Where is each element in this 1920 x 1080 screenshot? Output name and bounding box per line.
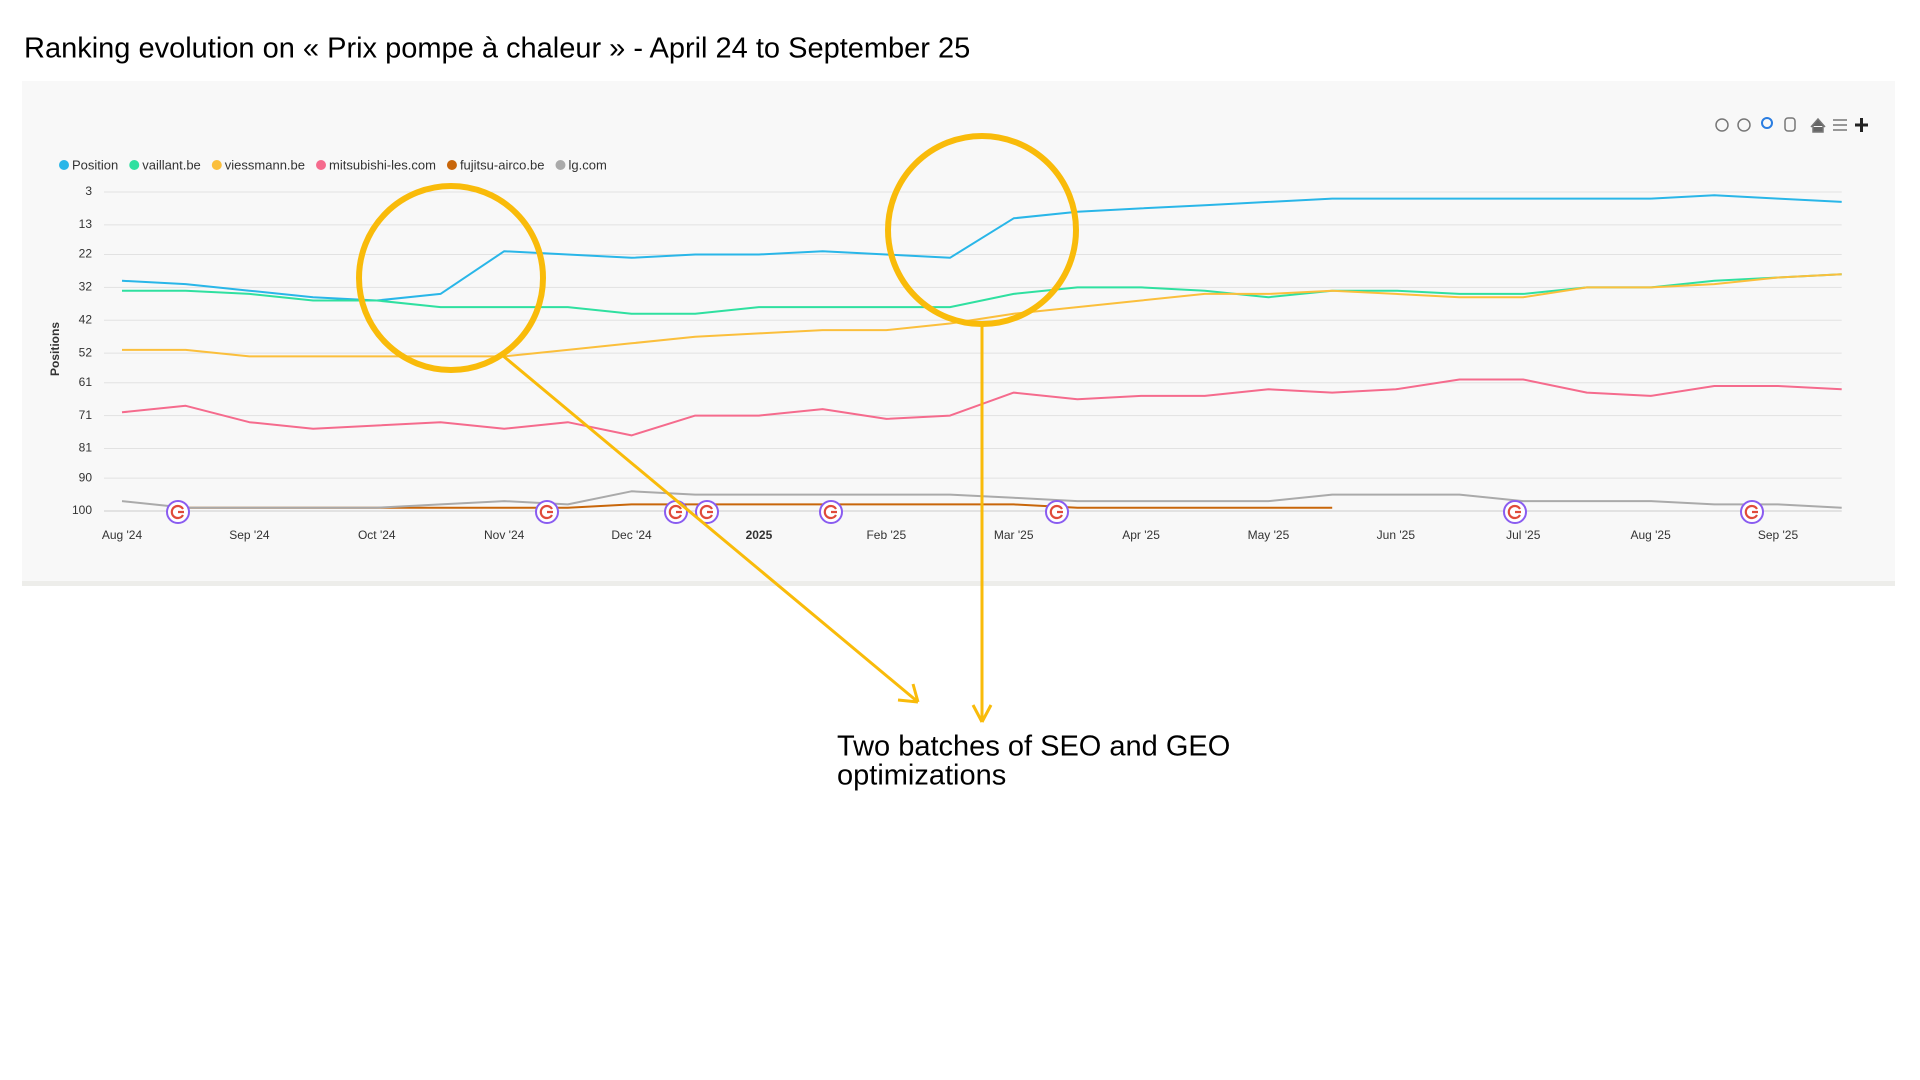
x-tick-label: Sep '24	[229, 528, 270, 542]
y-tick-label: 100	[72, 503, 92, 517]
y-tick-label: 32	[79, 280, 93, 294]
arrow	[501, 353, 920, 704]
legend-item[interactable]: Position	[59, 157, 118, 172]
x-tick-label: 2025	[746, 528, 773, 542]
legend-label: fujitsu-airco.be	[460, 157, 545, 172]
legend-label: Position	[72, 157, 118, 172]
google-icon	[1744, 504, 1758, 520]
y-tick-label: 13	[79, 217, 93, 231]
google-icon	[539, 504, 553, 520]
google-icon	[823, 504, 837, 520]
series-line	[122, 273, 1842, 315]
annotation-text: Two batches of SEO and GEO	[837, 731, 1230, 763]
zoom-out-icon[interactable]	[1737, 118, 1751, 132]
legend-item[interactable]: vaillant.be	[129, 157, 201, 172]
legend-marker	[211, 160, 222, 170]
y-tick-label: 61	[79, 375, 93, 389]
x-tick-label: Dec '24	[611, 528, 652, 542]
google-icon	[699, 504, 713, 520]
legend-label: lg.com	[568, 157, 606, 172]
menu-icon[interactable]	[1833, 119, 1847, 131]
legend-item[interactable]: mitsubishi-les.com	[316, 157, 436, 172]
x-tick-label: Jul '25	[1506, 528, 1541, 542]
arrow	[971, 324, 993, 723]
google-icon	[668, 504, 682, 520]
legend-marker	[59, 160, 69, 170]
toolbar	[1715, 117, 1868, 133]
x-tick-label: Jun '25	[1377, 528, 1416, 542]
y-tick-label: 3	[85, 184, 92, 198]
x-tick-label: Apr '25	[1122, 528, 1160, 542]
y-tick-label: 71	[79, 408, 93, 422]
annotation-text: optimizations	[837, 760, 1006, 792]
legend-label: vaillant.be	[142, 157, 201, 172]
zoom-icon[interactable]	[1761, 117, 1773, 129]
legend-marker	[446, 160, 457, 170]
x-tick-label: Oct '24	[358, 528, 396, 542]
home-icon[interactable]	[1810, 117, 1826, 133]
x-tick-label: Mar '25	[994, 528, 1034, 542]
legend-marker	[555, 160, 566, 170]
plus-icon[interactable]	[1855, 118, 1868, 132]
google-icon	[1507, 504, 1521, 520]
y-tick-label: 22	[79, 247, 93, 261]
google-icon	[1049, 504, 1063, 520]
legend-marker	[316, 160, 327, 170]
x-tick-label: Aug '25	[1630, 528, 1671, 542]
google-icon	[170, 504, 184, 520]
x-tick-label: Nov '24	[484, 528, 525, 542]
series-line	[121, 194, 1842, 302]
legend-marker	[129, 160, 140, 170]
x-tick-label: Feb '25	[866, 528, 906, 542]
x-tick-label: Sep '25	[1758, 528, 1799, 542]
y-tick-label: 42	[79, 312, 93, 326]
pan-icon[interactable]	[1784, 117, 1796, 132]
legend-item[interactable]: viessmann.be	[211, 157, 305, 172]
legend-label: viessmann.be	[225, 157, 305, 172]
zoom-in-icon[interactable]	[1715, 118, 1729, 132]
y-tick-label: 81	[79, 441, 93, 455]
x-tick-label: May '25	[1248, 528, 1290, 542]
highlight-circle	[356, 183, 546, 373]
chart-title: Ranking evolution on « Prix pompe à chal…	[24, 33, 970, 65]
x-tick-label: Aug '24	[102, 528, 143, 542]
y-tick-label: 90	[79, 470, 93, 484]
legend-label: mitsubishi-les.com	[329, 157, 436, 172]
y-tick-label: 52	[79, 345, 93, 359]
legend-item[interactable]: fujitsu-airco.be	[446, 157, 545, 172]
panel-edge	[22, 581, 1895, 586]
y-axis-title: Positions	[48, 322, 62, 376]
legend-item[interactable]: lg.com	[555, 157, 607, 172]
